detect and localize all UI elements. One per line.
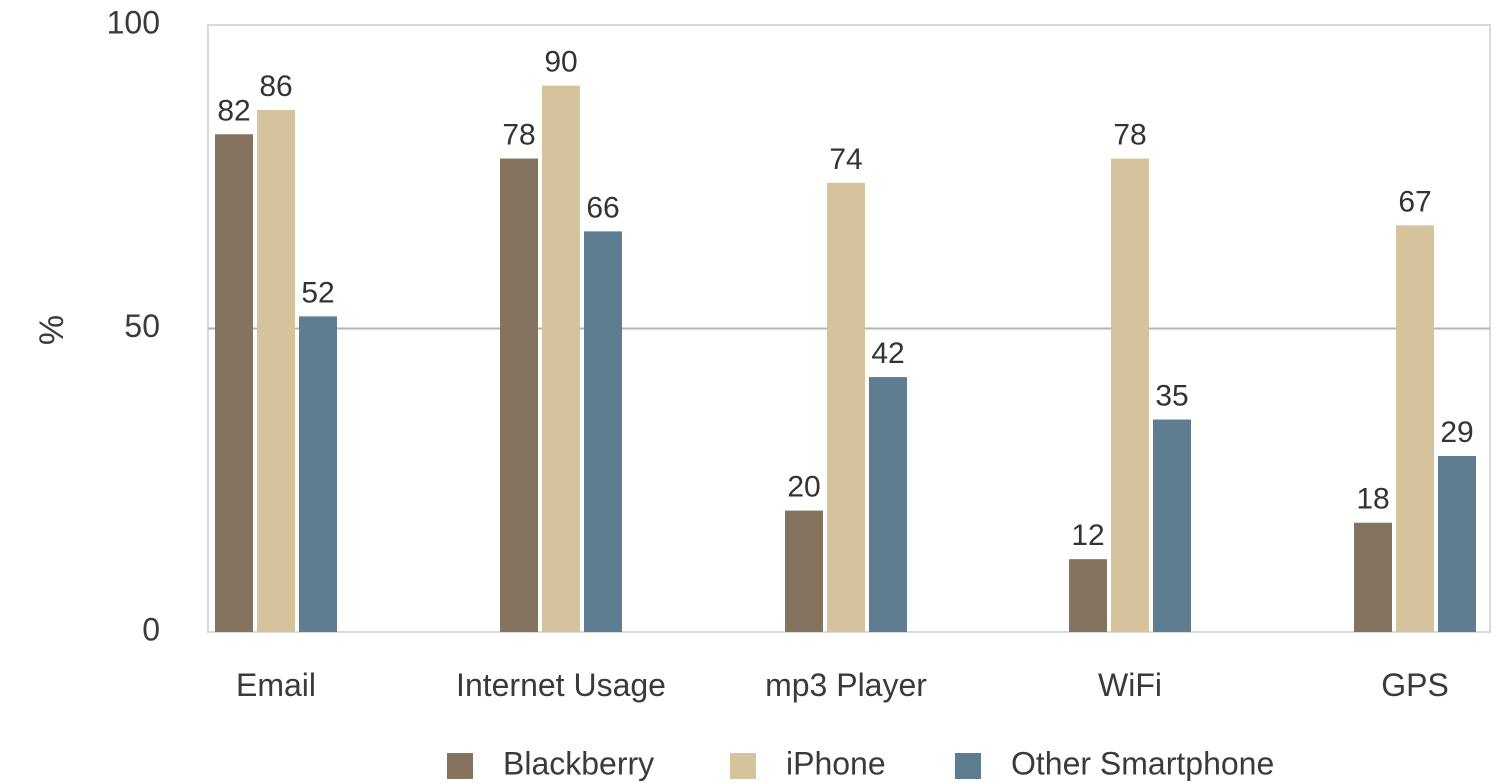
legend-swatch-blackberry [447,753,473,779]
x-category-label: mp3 Player [765,667,927,703]
data-label: 67 [1398,185,1431,218]
bar-blackberry-internet-usage [500,158,538,633]
bar-blackberry-email [215,134,253,632]
x-category-label: Email [236,667,316,703]
legend-swatch-iphone [730,753,756,779]
bar-iphone-mp3-player [827,182,865,632]
x-category-label: WiFi [1098,667,1162,703]
y-axis-title: % [33,315,71,345]
data-label: 66 [586,191,619,224]
data-label: 90 [544,46,577,79]
legend-label: iPhone [786,745,886,781]
legend: Blackberry iPhone Other Smartphone [447,745,1274,781]
data-label: 42 [871,337,904,370]
data-labels: 82 86 52 78 90 66 20 74 42 12 78 35 18 67 29 [217,46,1473,552]
y-tick-label: 50 [124,308,160,344]
legend-swatch-other-smartphone [955,753,981,779]
bar-iphone-internet-usage [542,85,580,632]
x-axis-category-labels: Email Internet Usage mp3 Player WiFi GPS [236,667,1449,703]
bar-other-smartphone-email [299,316,337,632]
data-label: 20 [787,471,820,504]
legend-label: Other Smartphone [1011,745,1274,781]
data-label: 74 [829,143,862,176]
data-label: 86 [259,70,292,103]
y-axis-ticks: 0 50 100 [107,4,160,647]
bars [215,85,1476,633]
y-tick-label: 100 [107,4,160,40]
data-label: 82 [217,94,250,127]
bar-other-smartphone-wifi [1153,419,1191,632]
bar-other-smartphone-mp3-player [869,377,907,632]
bar-blackberry-mp3-player [785,510,823,632]
x-category-label: Internet Usage [456,667,666,703]
data-label: 52 [301,276,334,309]
bar-other-smartphone-gps [1438,455,1476,632]
bar-iphone-wifi [1111,158,1149,633]
legend-label: Blackberry [503,745,654,781]
data-label: 35 [1155,380,1188,413]
data-label: 18 [1356,483,1389,516]
bar-other-smartphone-internet-usage [584,231,622,632]
data-label: 29 [1440,416,1473,449]
bar-iphone-email [257,109,295,633]
x-category-label: GPS [1381,667,1449,703]
bar-iphone-gps [1396,225,1434,632]
data-label: 78 [502,119,535,152]
data-label: 78 [1113,119,1146,152]
bar-blackberry-wifi [1069,559,1107,632]
data-label: 12 [1071,519,1104,552]
y-tick-label: 0 [142,611,160,647]
bar-blackberry-gps [1354,522,1392,632]
